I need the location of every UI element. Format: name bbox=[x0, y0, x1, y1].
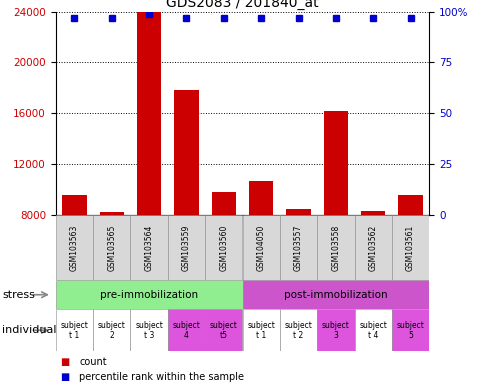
Bar bbox=[205, 309, 242, 351]
Text: subject
t 3: subject t 3 bbox=[135, 321, 163, 340]
Bar bbox=[397, 195, 422, 317]
Text: GSM103559: GSM103559 bbox=[182, 225, 191, 271]
Bar bbox=[167, 215, 205, 280]
Text: subject
3: subject 3 bbox=[321, 321, 349, 340]
Bar bbox=[62, 195, 87, 317]
Text: subject
t5: subject t5 bbox=[210, 321, 237, 340]
Bar bbox=[354, 309, 391, 351]
Text: ■: ■ bbox=[60, 357, 70, 367]
Text: GSM103565: GSM103565 bbox=[107, 225, 116, 271]
Bar bbox=[317, 215, 354, 280]
Text: subject
5: subject 5 bbox=[396, 321, 424, 340]
Bar bbox=[286, 209, 310, 317]
Text: GSM103563: GSM103563 bbox=[70, 225, 79, 271]
Bar bbox=[323, 111, 348, 317]
Text: GSM103557: GSM103557 bbox=[293, 225, 302, 271]
Text: GSM103560: GSM103560 bbox=[219, 225, 228, 271]
Bar bbox=[174, 90, 198, 317]
Bar bbox=[205, 215, 242, 280]
Bar bbox=[317, 309, 354, 351]
Bar bbox=[99, 212, 124, 317]
Bar bbox=[391, 309, 428, 351]
Text: subject
t 1: subject t 1 bbox=[247, 321, 274, 340]
Text: GSM103564: GSM103564 bbox=[144, 225, 153, 271]
Title: GDS2083 / 201840_at: GDS2083 / 201840_at bbox=[166, 0, 318, 10]
Bar bbox=[93, 215, 130, 280]
Bar bbox=[211, 192, 236, 317]
Bar bbox=[354, 215, 391, 280]
Bar bbox=[279, 215, 317, 280]
Bar bbox=[248, 181, 273, 317]
Bar bbox=[130, 215, 167, 280]
Text: pre-immobilization: pre-immobilization bbox=[100, 290, 198, 300]
Text: subject
t 2: subject t 2 bbox=[284, 321, 312, 340]
Text: GSM104050: GSM104050 bbox=[256, 225, 265, 271]
Bar bbox=[279, 309, 317, 351]
Text: GSM103558: GSM103558 bbox=[331, 225, 340, 271]
Text: ■: ■ bbox=[60, 372, 70, 382]
Bar bbox=[242, 309, 279, 351]
Text: GSM103561: GSM103561 bbox=[405, 225, 414, 271]
Bar bbox=[136, 12, 161, 317]
Bar bbox=[360, 211, 385, 317]
Bar bbox=[93, 309, 130, 351]
Text: subject
t 4: subject t 4 bbox=[359, 321, 386, 340]
Bar bbox=[242, 215, 279, 280]
Text: individual: individual bbox=[2, 325, 57, 335]
Text: stress: stress bbox=[2, 290, 35, 300]
Text: percentile rank within the sample: percentile rank within the sample bbox=[79, 372, 243, 382]
Text: subject
4: subject 4 bbox=[172, 321, 200, 340]
Bar bbox=[130, 309, 167, 351]
Text: subject
2: subject 2 bbox=[98, 321, 125, 340]
Bar bbox=[56, 215, 93, 280]
Text: subject
t 1: subject t 1 bbox=[60, 321, 88, 340]
Text: count: count bbox=[79, 357, 106, 367]
Text: GSM103562: GSM103562 bbox=[368, 225, 377, 271]
Bar bbox=[391, 215, 428, 280]
Bar bbox=[56, 309, 93, 351]
Text: post-immobilization: post-immobilization bbox=[284, 290, 387, 300]
Bar bbox=[56, 280, 242, 309]
Bar bbox=[242, 280, 428, 309]
Bar bbox=[167, 309, 205, 351]
